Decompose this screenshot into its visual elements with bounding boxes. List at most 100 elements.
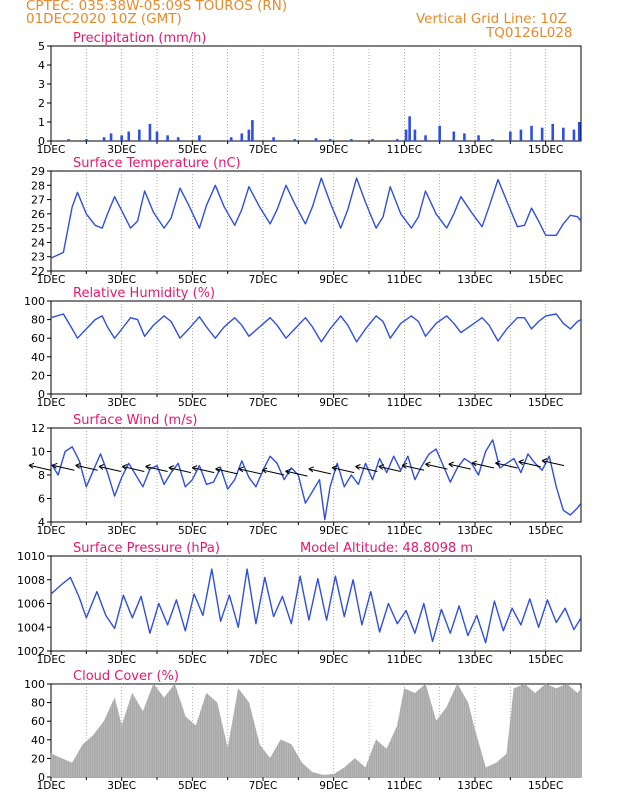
wind-arrow-shaft [495, 462, 518, 469]
rh-ytick-label: 0 [38, 388, 45, 401]
temp-xtick-label: 9DEC [319, 274, 348, 286]
wind-arrow-head [355, 464, 361, 470]
panel-cloud [47, 683, 582, 781]
temp-xtick-label: 13DEC [457, 274, 492, 286]
pressure-title: Surface Pressure (hPa) [73, 541, 220, 556]
wind-xtick-label: 11DEC [387, 525, 422, 537]
rh-xtick-label: 5DEC [178, 397, 207, 409]
wind-arrow-shaft [355, 465, 378, 472]
precip-xtick-label: 7DEC [249, 144, 278, 156]
rh-xtick-label: 3DEC [107, 397, 136, 409]
precip-xtick-label: 15DEC [528, 144, 563, 156]
wind-ytick-label: 4 [38, 516, 45, 529]
precip-bar [127, 131, 131, 141]
precip-title: Precipitation (mm/h) [73, 31, 206, 46]
precip-xtick-label: 11DEC [387, 144, 422, 156]
wind-arrow-shaft [168, 467, 192, 474]
precip-bar [530, 125, 533, 141]
precip-bar [540, 127, 544, 141]
wind-arrow-shaft [471, 462, 495, 469]
wind-arrow-head [425, 461, 431, 468]
wind-arrow-head [495, 460, 501, 467]
temp-xtick-label: 3DEC [107, 274, 136, 286]
pressure-xtick-label: 5DEC [178, 654, 207, 666]
cloud-xtick-label: 13DEC [457, 780, 492, 792]
wind-arrow-shaft [332, 467, 355, 474]
wind-arrow-head [28, 462, 35, 469]
precip-ytick-label: 2 [38, 97, 45, 110]
precip-bar [477, 135, 480, 141]
precip-bar [572, 129, 576, 141]
precip-bar [371, 139, 374, 141]
wind-arrow-shaft [448, 463, 471, 470]
precip-xtick-label: 5DEC [178, 144, 207, 156]
rh-ytick-label: 20 [31, 369, 45, 382]
pressure-xtick-label: 11DEC [387, 654, 422, 666]
rh-ytick-label: 100 [24, 295, 45, 308]
precip-ytick-label: 1 [38, 116, 45, 129]
precip-bar [424, 135, 427, 141]
precip-bar [577, 122, 581, 141]
temp-ytick-label: 23 [31, 251, 45, 264]
pressure-xtick-label: 7DEC [249, 654, 278, 666]
precip-bar [85, 139, 88, 141]
header-grid-note: Vertical Grid Line: 10Z [416, 11, 567, 27]
wind-line [50, 439, 582, 521]
cloud-ytick-label: 100 [24, 678, 45, 691]
temp-xtick-label: 11DEC [387, 274, 422, 286]
wind-frame [50, 427, 582, 523]
precip-frame [50, 45, 582, 142]
wind-ytick-label: 10 [31, 446, 45, 459]
precip-ytick-label: 4 [38, 59, 45, 72]
wind-arrow-shaft [238, 468, 261, 475]
pressure-subtitle: Model Altitude: 48.8098 m [300, 541, 473, 556]
precip-bar [148, 123, 152, 141]
wind-arrow-head [215, 466, 221, 473]
precip-bar [138, 129, 141, 141]
wind-arrow-shaft [98, 465, 122, 472]
wind-arrow-head [75, 462, 81, 469]
wind-arrow-shaft [192, 467, 215, 474]
header-line2: 01DEC2020 10Z (GMT) [26, 11, 182, 27]
wind-arrow-head [308, 466, 315, 473]
pressure-xtick-label: 9DEC [319, 654, 348, 666]
precip-bar [198, 135, 201, 141]
temp-ytick-label: 25 [31, 222, 45, 235]
wind-xtick-label: 5DEC [178, 525, 207, 537]
wind-xtick-label: 15DEC [528, 525, 563, 537]
precip-bar [67, 139, 70, 141]
rh-ytick-label: 60 [31, 332, 45, 345]
wind-arrow-head [518, 459, 524, 466]
pressure-ytick-label: 1010 [17, 550, 45, 563]
rh-line [50, 313, 582, 343]
precip-bar [247, 129, 251, 141]
wind-arrow-head [168, 465, 175, 472]
temp-ytick-label: 27 [31, 194, 45, 207]
cloud-xtick-label: 11DEC [387, 780, 422, 792]
precip-bar [229, 137, 233, 141]
header-line1: CPTEC: 035:38W-05:09S TOUROS (RN) [26, 0, 288, 14]
precip-bar [120, 135, 123, 141]
pressure-frame [50, 555, 582, 652]
precip-bar [551, 123, 555, 141]
cloud-ytick-label: 0 [38, 771, 45, 784]
rh-ytick-label: 80 [31, 314, 45, 327]
temp-xtick-label: 7DEC [249, 274, 278, 286]
wind-arrow-shaft [75, 464, 98, 471]
wind-arrow-head [471, 460, 478, 467]
cloud-ytick-label: 60 [31, 715, 45, 728]
cloud-ytick-label: 40 [31, 734, 45, 747]
cloud-ytick-label: 20 [31, 752, 45, 765]
wind-arrow-shaft [308, 468, 331, 475]
cloud-area [50, 683, 582, 778]
pressure-xtick-label: 3DEC [107, 654, 136, 666]
cloud-xtick-label: 3DEC [107, 780, 136, 792]
precip-bar [463, 133, 466, 141]
wind-xtick-label: 3DEC [107, 525, 136, 537]
wind-arrow-shaft [262, 469, 285, 476]
header-code: TQ0126L028 [486, 25, 573, 41]
precip-bar [438, 125, 441, 141]
cloud-xtick-label: 7DEC [249, 780, 278, 792]
wind-arrow-head [98, 464, 105, 470]
